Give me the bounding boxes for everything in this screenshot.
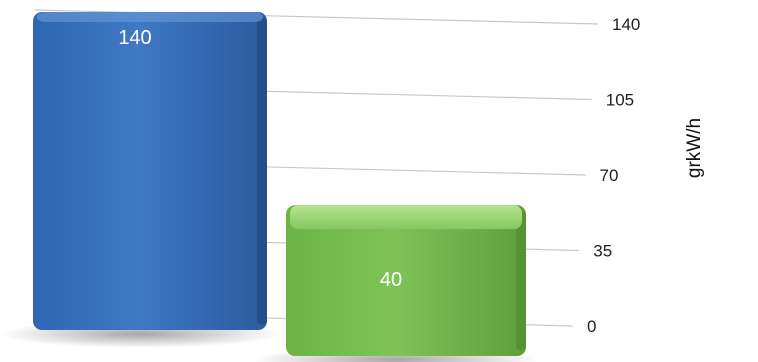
bar-2-top [290, 205, 522, 230]
bars: 140 40 [33, 12, 526, 356]
bar-2-front [286, 205, 526, 356]
bar-2-value-label: 40 [380, 269, 402, 291]
y-axis-title: grkW/h [684, 118, 705, 178]
bar-1: 140 [33, 12, 267, 330]
y-tick-labels: 0 35 70 105 140 [587, 15, 640, 336]
bar-2: 40 [286, 205, 526, 356]
bar-1-top [37, 12, 263, 22]
bar-1-front [33, 12, 267, 330]
y-tick-35: 35 [593, 242, 612, 261]
y-tick-140: 140 [612, 15, 640, 34]
bar-1-value-label: 140 [118, 27, 151, 49]
bar-2-side [516, 211, 526, 350]
bar-1-side [257, 18, 267, 324]
y-tick-0: 0 [587, 317, 596, 336]
y-tick-105: 105 [606, 91, 634, 110]
y-tick-70: 70 [600, 166, 619, 185]
